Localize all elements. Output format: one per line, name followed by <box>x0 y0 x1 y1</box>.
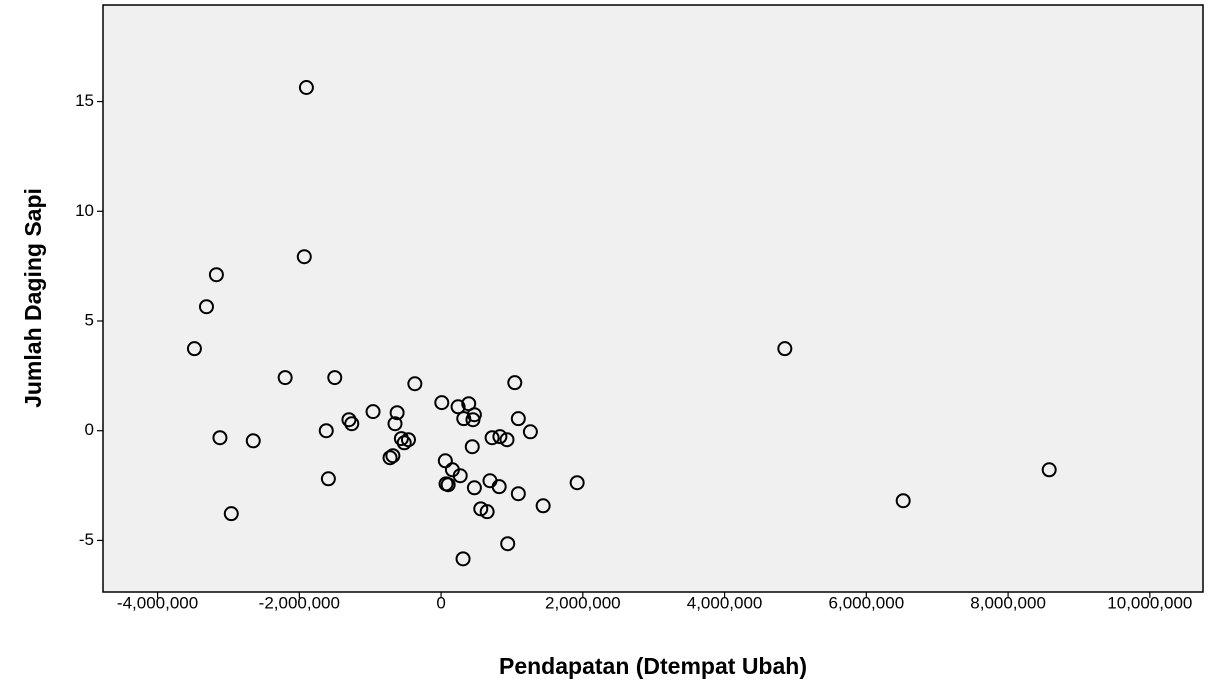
point <box>491 479 507 495</box>
point <box>450 399 466 415</box>
point <box>389 405 405 421</box>
x-tick-label: -2,000,000 <box>259 593 340 612</box>
point <box>507 375 523 391</box>
x-tick-label: -4,000,000 <box>117 593 198 612</box>
point <box>407 376 423 392</box>
point <box>777 341 793 357</box>
point <box>456 411 472 427</box>
point <box>510 486 526 502</box>
x-tick-label: 8,000,000 <box>970 593 1046 612</box>
point <box>387 416 403 432</box>
y-tick-label: 5 <box>85 310 94 329</box>
point <box>465 412 481 428</box>
point <box>522 424 538 440</box>
point <box>382 450 398 466</box>
point <box>296 249 312 265</box>
x-tick-label: 2,000,000 <box>545 593 621 612</box>
x-axis-title: Pendapatan (Dtempat Ubah) <box>499 653 807 679</box>
point <box>455 551 471 567</box>
point <box>320 471 336 487</box>
point <box>318 423 334 439</box>
point <box>437 453 453 469</box>
y-tick-label: 15 <box>75 91 94 110</box>
x-tick-label: 4,000,000 <box>687 593 763 612</box>
x-tick-label: 10,000,000 <box>1107 593 1192 612</box>
point <box>895 493 911 509</box>
point <box>500 536 516 552</box>
point <box>277 370 293 386</box>
plot-area <box>102 4 1204 593</box>
point <box>341 412 357 428</box>
x-tick-label: 0 <box>436 593 445 612</box>
point <box>245 433 261 449</box>
y-tick-label: 0 <box>85 420 94 439</box>
point <box>464 439 480 455</box>
point <box>212 430 228 446</box>
point <box>365 404 381 420</box>
point <box>198 299 214 315</box>
y-axis-title: Jumlah Daging Sapi <box>20 188 46 408</box>
x-tick-label: 6,000,000 <box>829 593 905 612</box>
point <box>492 429 508 445</box>
point <box>479 504 495 520</box>
point <box>327 370 343 386</box>
point <box>400 432 416 448</box>
y-tick-label: 10 <box>75 201 94 220</box>
point <box>569 475 585 491</box>
point <box>1041 462 1057 478</box>
point <box>186 341 202 357</box>
point <box>535 498 551 514</box>
point <box>396 435 412 451</box>
point <box>385 448 401 464</box>
y-tick-label: -5 <box>79 530 94 549</box>
point <box>208 267 224 283</box>
point <box>510 411 526 427</box>
point <box>484 430 500 446</box>
point <box>452 468 468 484</box>
point <box>298 80 314 96</box>
point <box>466 480 482 496</box>
point <box>434 395 450 411</box>
point <box>344 416 360 432</box>
point <box>499 432 515 448</box>
point <box>440 477 456 493</box>
point <box>223 506 239 522</box>
